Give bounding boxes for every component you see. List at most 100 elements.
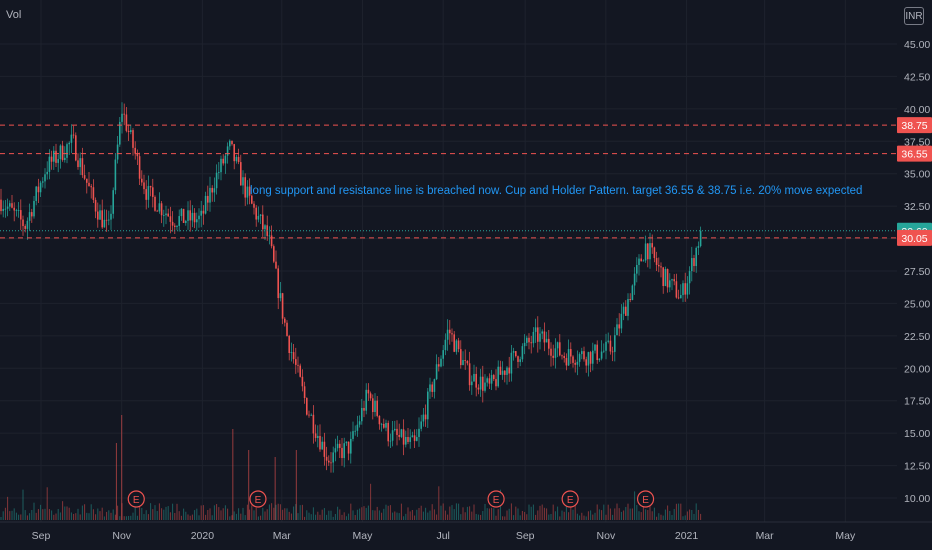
- volume-bar: [400, 503, 402, 520]
- x-tick-label: Nov: [112, 530, 131, 542]
- candle: [130, 124, 132, 135]
- candle: [543, 322, 546, 352]
- currency-badge[interactable]: INR: [904, 7, 924, 25]
- volume-bar: [532, 504, 534, 520]
- candle: [72, 125, 75, 139]
- volume-bar: [517, 508, 519, 520]
- volume-bar: [475, 513, 477, 520]
- earnings-marker[interactable]: E: [127, 490, 145, 508]
- volume-bar: [689, 509, 691, 520]
- candle: [53, 146, 55, 170]
- volume-bar: [640, 512, 642, 520]
- candle: [26, 217, 29, 240]
- volume-bar: [381, 512, 383, 520]
- volume-bar: [132, 512, 134, 520]
- volume-bar: [128, 515, 130, 520]
- volume-bar: [515, 506, 517, 520]
- candle: [477, 384, 480, 395]
- candle: [611, 346, 614, 362]
- candle: [167, 208, 169, 217]
- candle: [279, 282, 282, 302]
- volume-bar: [238, 508, 240, 520]
- candle: [112, 187, 114, 219]
- candle: [499, 360, 502, 375]
- candle: [600, 340, 603, 361]
- volume-bar: [453, 509, 455, 520]
- candle: [638, 254, 640, 276]
- candle: [475, 366, 477, 397]
- volume-bar: [231, 515, 233, 520]
- volume-bar: [90, 504, 92, 520]
- volume-bar: [103, 516, 105, 520]
- candle: [572, 355, 574, 368]
- candle: [684, 272, 686, 302]
- candle: [581, 347, 583, 360]
- candle: [378, 415, 381, 430]
- volume-bar: [669, 510, 671, 520]
- candle: [171, 211, 174, 232]
- candle: [561, 354, 563, 360]
- candle: [0, 188, 2, 215]
- candle: [462, 351, 464, 366]
- candle: [136, 149, 139, 165]
- x-tick-label: 2020: [191, 530, 215, 542]
- earnings-marker[interactable]: E: [249, 490, 267, 508]
- volume-bar: [433, 509, 435, 520]
- price-tag: 38.75: [897, 117, 932, 134]
- earnings-marker[interactable]: E: [487, 490, 505, 508]
- candle: [583, 346, 585, 362]
- candle: [411, 431, 414, 438]
- candle: [431, 381, 433, 398]
- candle: [68, 141, 70, 155]
- y-tick-label: 37.50: [904, 136, 930, 148]
- candle: [479, 368, 482, 397]
- candle: [204, 191, 207, 215]
- candle: [101, 199, 103, 229]
- volume-bar: [460, 514, 462, 520]
- volume-bar: [326, 514, 328, 520]
- candle: [352, 421, 354, 442]
- volume-bar: [290, 513, 292, 520]
- candle: [528, 333, 530, 350]
- volume-bar: [273, 507, 275, 520]
- volume-bar: [218, 507, 220, 520]
- candle: [251, 194, 253, 205]
- volume-bar: [581, 512, 583, 520]
- y-tick-label: 35.00: [904, 169, 930, 181]
- candle: [211, 185, 213, 202]
- volume-bar: [227, 508, 229, 520]
- candle: [108, 210, 110, 226]
- volume-bar: [213, 505, 215, 520]
- candle: [354, 425, 356, 436]
- candlesticks: [0, 102, 702, 473]
- candle: [358, 415, 361, 428]
- candle: [75, 132, 77, 162]
- candle: [660, 262, 662, 278]
- earnings-marker-label: E: [567, 495, 574, 506]
- volume-bar: [257, 516, 259, 520]
- volume-bar: [658, 513, 660, 520]
- volume-bar: [158, 503, 160, 520]
- candle: [697, 241, 700, 256]
- candle: [550, 342, 552, 367]
- volume-bar: [53, 514, 55, 520]
- candle: [473, 364, 475, 382]
- price-tag-label: 36.55: [901, 149, 927, 161]
- candle: [28, 203, 31, 232]
- candle: [295, 347, 297, 374]
- candle: [314, 424, 317, 442]
- candle: [682, 280, 684, 303]
- volume-bar: [449, 506, 451, 520]
- earnings-marker[interactable]: E: [636, 490, 655, 508]
- candle: [147, 175, 150, 208]
- volume-bar: [119, 516, 121, 520]
- earnings-marker-label: E: [255, 495, 262, 506]
- candle: [587, 351, 590, 377]
- earnings-marker[interactable]: E: [561, 490, 579, 508]
- volume-bar: [537, 510, 539, 520]
- candle: [677, 289, 680, 300]
- candle: [290, 342, 293, 362]
- candle: [449, 320, 451, 345]
- volume-bar: [365, 507, 367, 520]
